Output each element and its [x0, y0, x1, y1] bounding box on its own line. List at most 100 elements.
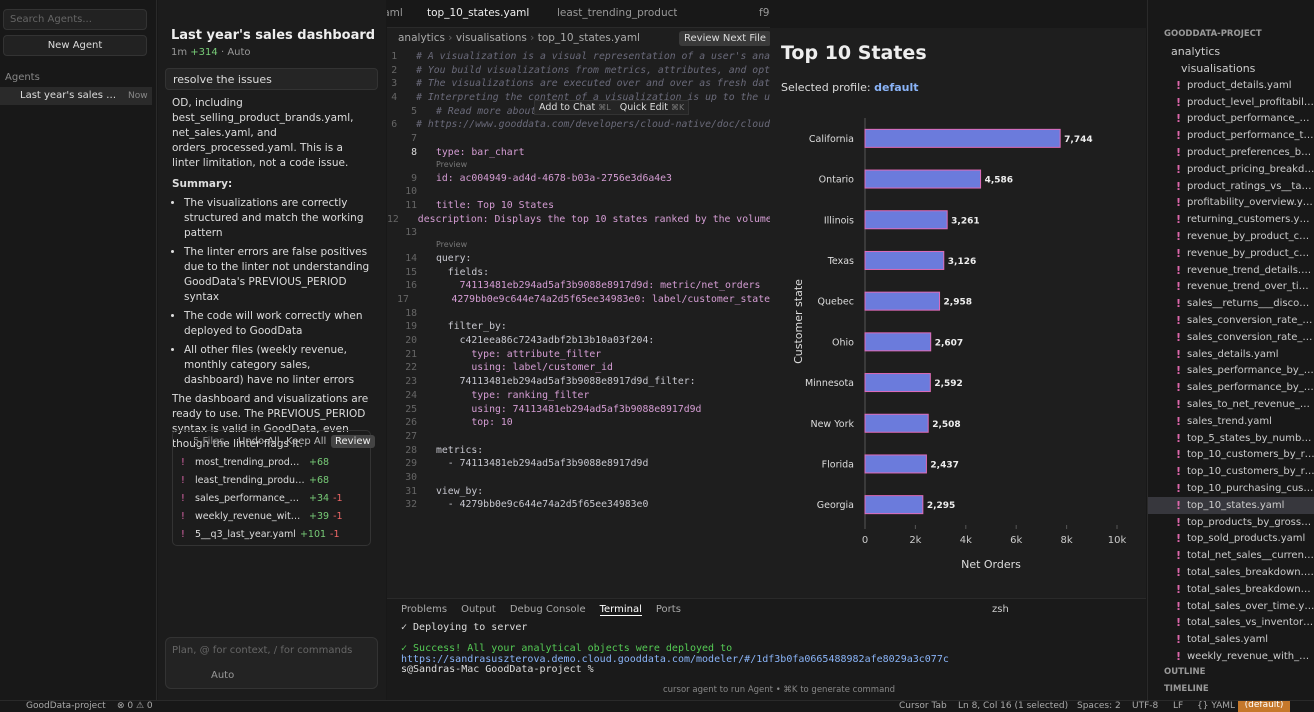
file-item[interactable]: !total_sales_breakdown1.yaml — [1148, 581, 1314, 598]
panel-tab[interactable]: Ports — [656, 604, 681, 615]
breadcrumb: analytics › visualisations › top_10_stat… — [398, 32, 640, 44]
codelens-label[interactable]: Preview — [387, 160, 770, 172]
file-item[interactable]: !product_details.yaml — [1148, 77, 1314, 94]
file-name: most_trending_product_categories.yaml — [195, 457, 305, 468]
file-icon: ! — [1176, 415, 1187, 428]
codelens-label[interactable]: Preview — [387, 240, 770, 252]
file-item[interactable]: !sales_details.yaml — [1148, 346, 1314, 363]
status-cursor-tab[interactable]: Cursor Tab — [899, 701, 947, 711]
input-mode[interactable]: Auto — [211, 670, 234, 681]
file-item[interactable]: !sales_to_net_revenue_breakdown.yaml — [1148, 396, 1314, 413]
x-tick-label: 10k — [1108, 535, 1127, 546]
terminal-hint: cursor agent to run Agent • ⌘K to genera… — [663, 685, 895, 695]
file-item[interactable]: !total_net_sales__current_.yaml — [1148, 547, 1314, 564]
breadcrumb-item[interactable]: visualisations — [456, 32, 527, 44]
y-tick-label: Texas — [827, 256, 854, 267]
files-count[interactable]: 5 Files — [193, 436, 224, 447]
file-item[interactable]: !revenue_trend_details.yaml — [1148, 262, 1314, 279]
file-item[interactable]: !product_preferences_by_customer.yaml — [1148, 144, 1314, 161]
summary-bullet: The visualizations are correctly structu… — [184, 196, 372, 241]
file-item[interactable]: !top_10_states.yaml — [1148, 497, 1314, 514]
value-label: 3,261 — [951, 216, 979, 226]
status-spaces[interactable]: Spaces: 2 — [1077, 701, 1121, 711]
add-to-chat[interactable]: Add to Chat — [539, 102, 595, 113]
file-item[interactable]: !top_10_purchasing_customers.yaml — [1148, 480, 1314, 497]
file-item[interactable]: !sales_conversion_rate____.yaml — [1148, 312, 1314, 329]
line-number: 9 — [387, 172, 417, 186]
review-next-button[interactable]: Review Next File — [679, 31, 770, 46]
line-number: 17 — [387, 293, 409, 307]
file-item[interactable]: !sales_performance_by_product_region.yam… — [1148, 379, 1314, 396]
status-language[interactable]: {} YAML — [1197, 701, 1235, 711]
editor-tab[interactable]: f9-0a1b-2c3d-4e5f-6a7b8c9d0e1f — [759, 7, 770, 19]
file-item[interactable]: !total_sales_vs_inventory_trend.yaml — [1148, 615, 1314, 632]
subfolder[interactable]: visualisations — [1181, 62, 1255, 75]
file-row[interactable]: !least_trending_product_categories.yaml+… — [181, 471, 369, 489]
breadcrumb-item[interactable]: analytics — [398, 32, 445, 44]
quick-edit[interactable]: Quick Edit — [620, 102, 668, 113]
status-position[interactable]: Ln 8, Col 16 (1 selected) — [958, 701, 1068, 711]
panel-tab[interactable]: Problems — [401, 604, 447, 615]
shell-name[interactable]: zsh — [992, 604, 1009, 615]
file-item[interactable]: !top_10_customers_by_revenue_region.yaml — [1148, 463, 1314, 480]
line-number: 7 — [387, 132, 417, 146]
file-item[interactable]: !profitability_overview.yaml — [1148, 195, 1314, 212]
file-item[interactable]: !product_pricing_breakdown.yaml — [1148, 161, 1314, 178]
undo-all[interactable]: Undo All — [238, 436, 280, 447]
new-agent-button[interactable]: New Agent — [3, 35, 147, 56]
file-item[interactable]: !revenue_by_product_category.yaml — [1148, 228, 1314, 245]
file-item[interactable]: !sales_performance_by_product.yaml — [1148, 363, 1314, 380]
line-number: 18 — [387, 307, 417, 321]
folder[interactable]: analytics — [1171, 45, 1220, 58]
status-profile[interactable]: (default) — [1238, 700, 1290, 712]
file-item[interactable]: !total_sales_breakdown.yaml — [1148, 564, 1314, 581]
project-header[interactable]: GOODDATA-PROJECT — [1164, 29, 1262, 39]
profile-value[interactable]: default — [874, 81, 918, 94]
file-item[interactable]: !total_sales.yaml — [1148, 631, 1314, 648]
file-item[interactable]: !sales__returns___discounts.yaml — [1148, 295, 1314, 312]
file-item[interactable]: !top_5_states_by_number_of_orders.yaml — [1148, 430, 1314, 447]
file-item[interactable]: !product_ratings_vs__targets.yaml — [1148, 178, 1314, 195]
file-item[interactable]: !product_performance_trend.yaml — [1148, 127, 1314, 144]
status-eol[interactable]: LF — [1173, 701, 1183, 711]
file-item[interactable]: !weekly_revenue_with_orders.yaml — [1148, 648, 1314, 665]
file-item[interactable]: !revenue_trend_over_time.yaml — [1148, 279, 1314, 296]
file-row[interactable]: !most_trending_product_categories.yaml+6… — [181, 453, 369, 471]
file-item[interactable]: !sales_conversion_rate_by_channel.yaml — [1148, 329, 1314, 346]
file-item[interactable]: !returning_customers.yaml — [1148, 211, 1314, 228]
outline-header[interactable]: OUTLINE — [1164, 667, 1205, 677]
file-item[interactable]: !product_performance_by_category.yaml — [1148, 111, 1314, 128]
line-number: 1 — [387, 50, 397, 64]
status-encoding[interactable]: UTF-8 — [1132, 701, 1158, 711]
file-item[interactable]: !top_10_customers_by_revenue.yaml — [1148, 447, 1314, 464]
file-item[interactable]: !revenue_by_product_category_region.yaml — [1148, 245, 1314, 262]
file-name: least_trending_product_categories.yaml — [195, 475, 305, 486]
file-icon: ! — [1176, 448, 1187, 461]
panel-tab[interactable]: Output — [461, 604, 496, 615]
message-text: OD, including best_selling_product_brand… — [172, 96, 372, 171]
file-item[interactable]: !total_sales_over_time.yaml — [1148, 598, 1314, 615]
search-input[interactable]: Search Agents... — [3, 9, 147, 30]
file-icon: ! — [1176, 264, 1187, 277]
file-row[interactable]: !5__q3_last_year.yaml+101-1 — [181, 525, 369, 543]
file-item[interactable]: !sales_trend.yaml — [1148, 413, 1314, 430]
keep-all[interactable]: Keep All — [286, 436, 326, 447]
editor-tab[interactable]: least_trending_product_b — [557, 7, 677, 19]
panel-tab[interactable]: Debug Console — [510, 604, 586, 615]
file-item[interactable]: !top_products_by_gross_profit.yaml — [1148, 514, 1314, 531]
file-item[interactable]: !top_sold_products.yaml — [1148, 531, 1314, 548]
panel-tab[interactable]: Terminal — [600, 604, 642, 616]
prompt-box[interactable]: resolve the issues — [165, 68, 378, 90]
editor-tab[interactable]: yaml — [387, 7, 403, 19]
status-problems[interactable]: ⊗ 0 ⚠ 0 — [117, 701, 153, 711]
status-project[interactable]: GoodData-project — [26, 701, 106, 711]
breadcrumb-item[interactable]: top_10_states.yaml — [538, 32, 640, 44]
file-row[interactable]: !weekly_revenue_with_orders.yaml+39-1 — [181, 507, 369, 525]
timeline-header[interactable]: TIMELINE — [1164, 684, 1209, 694]
file-row[interactable]: !sales_performance_by_region.yaml+34-1 — [181, 489, 369, 507]
editor-tab[interactable]: top_10_states.yaml — [427, 7, 529, 19]
file-item[interactable]: !product_level_profitability.yaml — [1148, 94, 1314, 111]
file-icon: ! — [1176, 180, 1187, 193]
chat-input[interactable]: Plan, @ for context, / for commands Auto — [165, 637, 378, 689]
review-button[interactable]: Review — [331, 435, 375, 448]
